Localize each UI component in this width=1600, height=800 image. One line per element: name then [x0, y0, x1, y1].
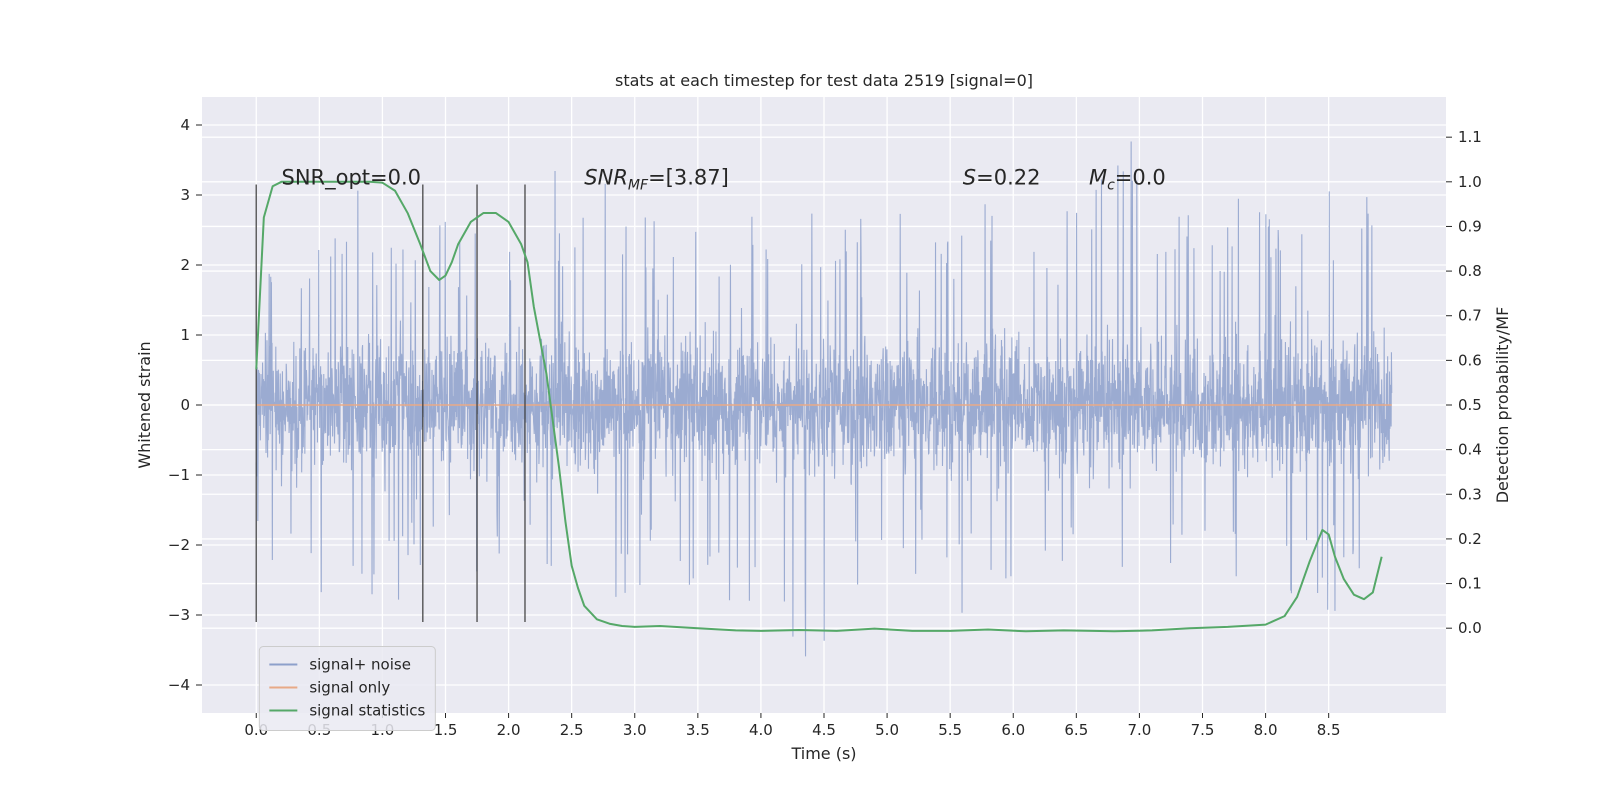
legend-box: [258, 646, 436, 731]
y2-tick-label: 0.3: [1458, 485, 1482, 503]
annotation-snr-opt: SNR_opt=0.0: [281, 166, 421, 191]
legend: signal+ noise signal only signal statist…: [258, 646, 436, 731]
y-tick-label: −4: [168, 676, 190, 694]
y2-tick-label: 0.8: [1458, 262, 1482, 280]
x-tick-label: 8.0: [1254, 721, 1278, 739]
y2-tick-label: 0.9: [1458, 217, 1482, 235]
y2-tick-label: 1.1: [1458, 128, 1482, 146]
x-tick-label: 6.5: [1064, 721, 1088, 739]
x-tick-label: 2.0: [497, 721, 521, 739]
x-tick-label: 5.0: [875, 721, 899, 739]
y2-tick-label: 0.1: [1458, 575, 1482, 593]
y-tick-label: −3: [168, 606, 190, 624]
y-tick-label: −2: [168, 536, 190, 554]
annotation-mc-stat: Mc=0.0: [1089, 166, 1166, 194]
legend-label-signal-statistics: signal statistics: [309, 702, 425, 720]
y-tick-label: 4: [180, 116, 190, 134]
y2-tick-label: 0.6: [1458, 351, 1482, 369]
x-tick-label: 3.0: [623, 721, 647, 739]
legend-label-signal-noise: signal+ noise: [309, 656, 411, 674]
signal-statistics-line: [255, 180, 1383, 633]
y2-axis-label: Detection probability/MF: [1493, 307, 1512, 504]
x-tick-label: 4.0: [749, 721, 773, 739]
x-axis-label: Time (s): [790, 744, 856, 763]
y2-tick-label: 0.7: [1458, 307, 1482, 325]
x-tick-label: 1.5: [434, 721, 458, 739]
y2-tick-label: 1.0: [1458, 173, 1482, 191]
chart-title: stats at each timestep for test data 251…: [615, 71, 1033, 90]
signal-noise-line: [255, 141, 1393, 657]
y2-tick-label: 0.0: [1458, 619, 1482, 637]
annotations: SNR_opt=0.0 SNRMF=[3.87] S=0.22 Mc=0.0: [281, 166, 1165, 194]
x-tick-label: 8.5: [1317, 721, 1341, 739]
y-tick-label: 2: [180, 256, 190, 274]
x-tick-label: 3.5: [686, 721, 710, 739]
annotation-snr-mf: SNRMF=[3.87]: [584, 166, 729, 194]
y-tick-label: 1: [180, 326, 190, 344]
annotation-s-stat: S=0.22: [963, 166, 1041, 190]
x-tick-label: 6.0: [1001, 721, 1025, 739]
y2-tick-label: 0.4: [1458, 441, 1482, 459]
y-axis-label: Whitened strain: [135, 341, 154, 468]
legend-label-signal-only: signal only: [309, 679, 390, 697]
x-tick-label: 2.5: [560, 721, 584, 739]
tick-labels: 0.0 0.5 1.0 1.5 2.0 2.5 3.0 3.5 4.0 4.5 5.0 5.5 6.0 6…: [168, 116, 1482, 739]
x-tick-label: 5.5: [938, 721, 962, 739]
series-signal-statistics: [255, 180, 1383, 633]
x-tick-label: 7.5: [1191, 721, 1215, 739]
x-tick-label: 7.0: [1127, 721, 1151, 739]
y-tick-label: 3: [180, 186, 190, 204]
x-tick-label: 4.5: [812, 721, 836, 739]
y2-tick-label: 0.2: [1458, 530, 1482, 548]
series-signal-noise: [255, 141, 1393, 657]
y2-tick-label: 0.5: [1458, 396, 1482, 414]
y-tick-label: 0: [180, 396, 190, 414]
y-tick-label: −1: [168, 466, 190, 484]
